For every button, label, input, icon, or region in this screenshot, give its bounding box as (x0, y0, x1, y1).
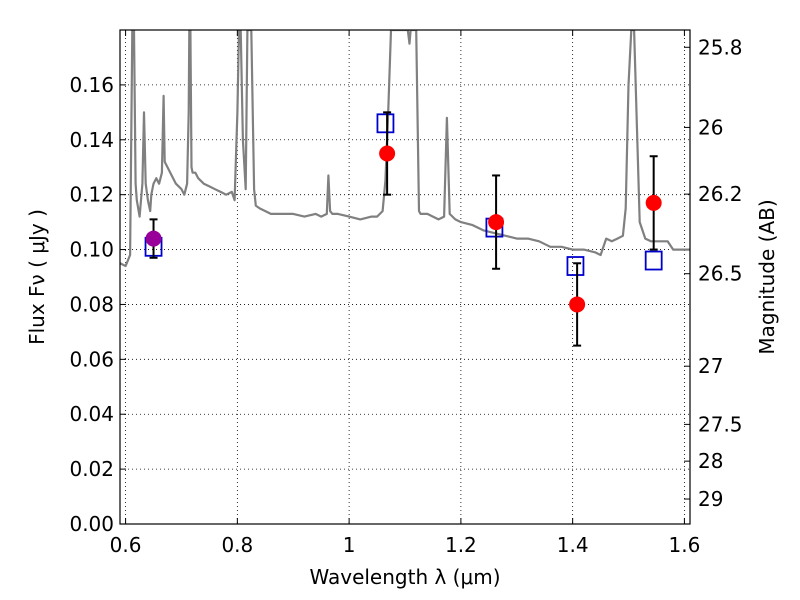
right-tick-label: 26.5 (698, 262, 743, 286)
ticks-layer: 0.6 0.8 1 1.2 1.4 1.6 0.00 0.02 0.04 0.06 0.08 0.10… (69, 30, 743, 557)
x-tick-label: 0.8 (221, 533, 253, 557)
plot-background (120, 30, 690, 524)
observed-point (569, 296, 586, 313)
x-tick-label: 1.4 (557, 533, 589, 557)
y-axis-title-left: Flux Fν ( μJy ) (25, 209, 49, 345)
y-tick-label: 0.12 (69, 183, 114, 207)
plot-frame (119, 29, 691, 525)
right-tick-label: 26 (698, 115, 723, 139)
right-tick-label: 26.2 (698, 182, 743, 206)
y-tick-label: 0.00 (69, 512, 114, 536)
observed-point (488, 214, 505, 231)
right-tick-label: 29 (698, 487, 723, 511)
right-tick-label: 27.5 (698, 412, 743, 436)
spectrum-layer (120, 30, 690, 268)
x-tick-label: 1 (343, 533, 356, 557)
y-tick-label: 0.02 (69, 457, 114, 481)
x-axis-title: Wavelength λ (μm) (309, 565, 500, 589)
grid (120, 30, 690, 524)
x-tick-label: 1.6 (669, 533, 701, 557)
y-axis-title-right: Magnitude (AB) (755, 199, 779, 354)
model-photometry-square (376, 113, 395, 134)
observed-point (145, 230, 162, 247)
points-layer (144, 111, 663, 347)
right-tick-label: 28 (698, 449, 723, 473)
observed-point (379, 145, 396, 162)
y-tick-label: 0.10 (69, 238, 114, 262)
model-photometry-square (566, 256, 585, 276)
model-spectrum-line (120, 30, 690, 268)
y-tick-label: 0.04 (69, 402, 114, 426)
right-tick-label: 25.8 (698, 35, 743, 59)
observed-point (645, 194, 662, 211)
right-tick-label: 27 (698, 354, 723, 378)
y-tick-label: 0.14 (69, 128, 114, 152)
y-tick-label: 0.16 (69, 73, 114, 97)
x-tick-label: 1.2 (445, 533, 477, 557)
model-photometry-square (644, 250, 663, 271)
y-tick-label: 0.08 (69, 292, 114, 316)
y-tick-label: 0.06 (69, 347, 114, 371)
x-tick-label: 0.6 (110, 533, 142, 557)
